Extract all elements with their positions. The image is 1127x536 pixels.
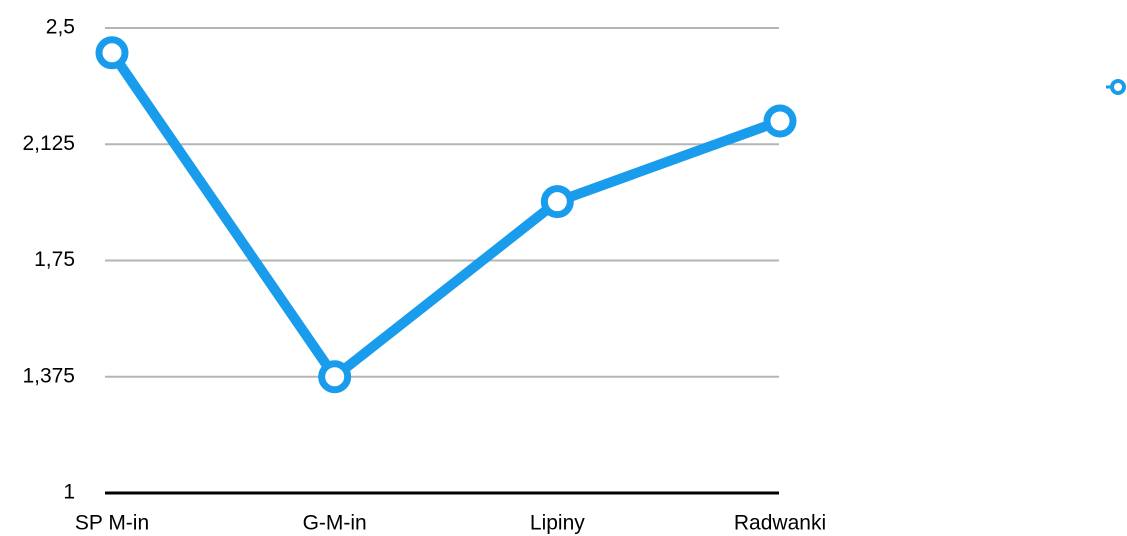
point-marker <box>540 185 574 219</box>
y-tick-label: 1,375 <box>22 364 75 387</box>
point-marker <box>763 104 797 138</box>
x-tick-label: Lipiny <box>530 512 585 535</box>
y-tick-label: 2,5 <box>46 16 75 39</box>
point-marker <box>318 360 352 394</box>
y-tick-label: 1,75 <box>34 248 75 271</box>
legend-marker <box>1110 79 1126 95</box>
y-tick-label: 2,125 <box>22 132 75 155</box>
point-marker <box>95 36 129 70</box>
x-tick-label: SP M-in <box>75 512 149 535</box>
y-tick-label: 1 <box>63 481 75 504</box>
line <box>107 49 782 382</box>
x-tick-label: G-M-in <box>303 512 367 535</box>
x-tick-label: Radwanki <box>734 512 826 535</box>
